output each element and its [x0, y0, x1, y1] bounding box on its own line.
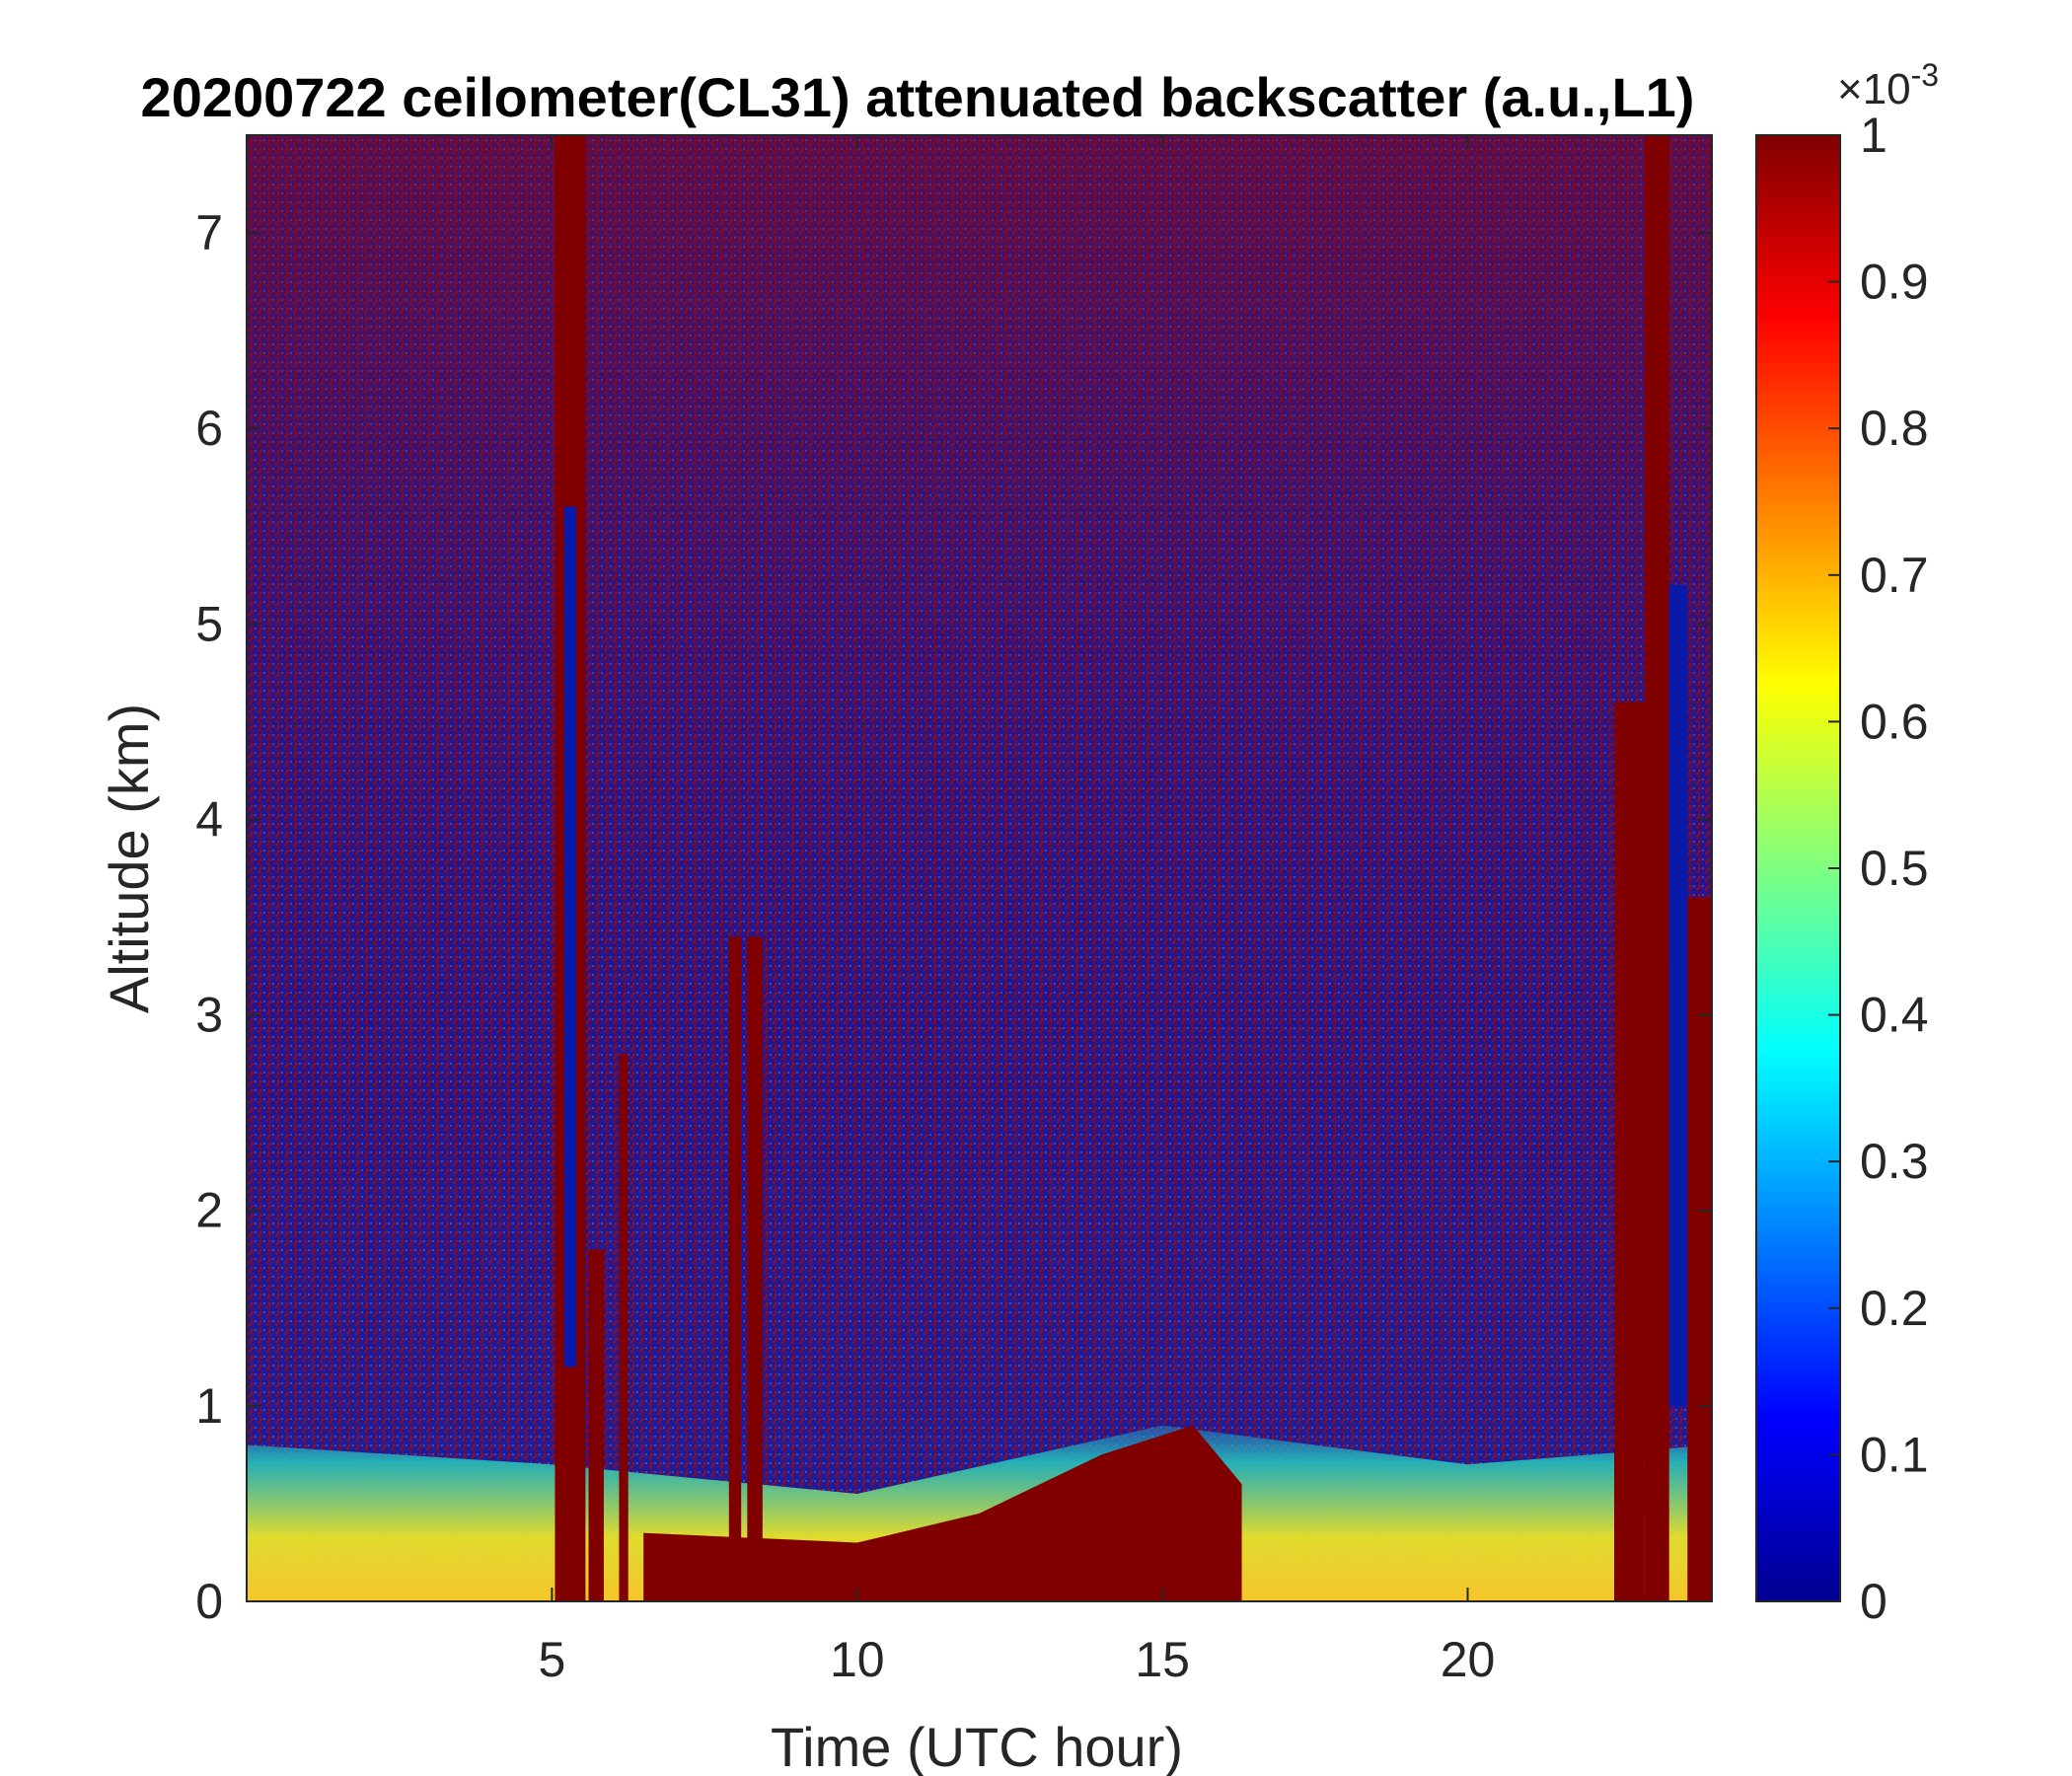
- cloud-column-5: [747, 936, 763, 1601]
- colorbar-tick-label-0.9: 0.9: [1860, 255, 1929, 310]
- colorbar-tick-label-0.8: 0.8: [1860, 401, 1929, 456]
- y-tick-label-1: 1: [195, 1378, 223, 1434]
- y-tick-label-6: 6: [195, 401, 223, 456]
- cloud-column-3: [619, 1054, 629, 1601]
- clear-column-1: [563, 506, 577, 1368]
- cloud-column-4: [728, 936, 742, 1601]
- dense-boundary-layer: [643, 1425, 1242, 1601]
- y-tick-label-2: 2: [195, 1183, 223, 1238]
- y-axis-label: Altitude (km): [98, 703, 160, 1013]
- colorbar-tick-label-0.1: 0.1: [1860, 1427, 1929, 1482]
- cloud-column-8: [1687, 897, 1712, 1601]
- y-axis: 0 1 2 3 4 5 6 7: [195, 205, 1712, 1629]
- colorbar-tick-label-0.3: 0.3: [1860, 1134, 1929, 1189]
- plot-frame: [246, 134, 1713, 1602]
- colorbar: 0 0.1 0.2 0.3 0.4 0.5 0.6 0.7 0.8 0.9 1 ×10-3: [1755, 57, 1939, 1629]
- x-tick-label-15: 15: [1135, 1632, 1190, 1687]
- y-tick-label-0: 0: [195, 1574, 223, 1629]
- colorbar-tick-label-0.2: 0.2: [1860, 1281, 1929, 1336]
- colorbar-tick-label-0: 0: [1860, 1574, 1887, 1629]
- clear-column-2: [1668, 584, 1688, 1406]
- colorbar-gradient: [1755, 134, 1841, 1602]
- clear-columns: [563, 506, 1688, 1406]
- plot-area: [247, 135, 1712, 1601]
- colorbar-tick-label-1: 1: [1860, 108, 1887, 163]
- x-tick-label-20: 20: [1441, 1632, 1496, 1687]
- colorbar-tick-label-0.4: 0.4: [1860, 988, 1929, 1043]
- y-tick-label-7: 7: [195, 205, 223, 260]
- colorbar-exponent: ×10-3: [1837, 57, 1939, 113]
- chart-title: 20200722 ceilometer(CL31) attenuated bac…: [141, 66, 1695, 128]
- cloud-column-2: [588, 1249, 604, 1601]
- y-tick-label-4: 4: [195, 791, 223, 847]
- colorbar-tick-label-0.6: 0.6: [1860, 694, 1929, 749]
- cloud-column-7: [1644, 135, 1669, 1601]
- cloud-column-6: [1614, 702, 1645, 1601]
- x-tick-label-5: 5: [538, 1632, 565, 1687]
- colorbar-ticks: 0 0.1 0.2 0.3 0.4 0.5 0.6 0.7 0.8 0.9 1: [1828, 108, 1929, 1629]
- colorbar-tick-label-0.5: 0.5: [1860, 841, 1929, 896]
- colorbar-tick-label-0.7: 0.7: [1860, 548, 1929, 603]
- x-axis-label: Time (UTC hour): [771, 1716, 1183, 1776]
- x-tick-label-10: 10: [830, 1632, 885, 1687]
- noise-fade-overlay: [247, 135, 1712, 1601]
- y-tick-label-3: 3: [195, 988, 223, 1043]
- y-tick-label-5: 5: [195, 596, 223, 651]
- x-axis: 5 10 15 20: [538, 135, 1495, 1687]
